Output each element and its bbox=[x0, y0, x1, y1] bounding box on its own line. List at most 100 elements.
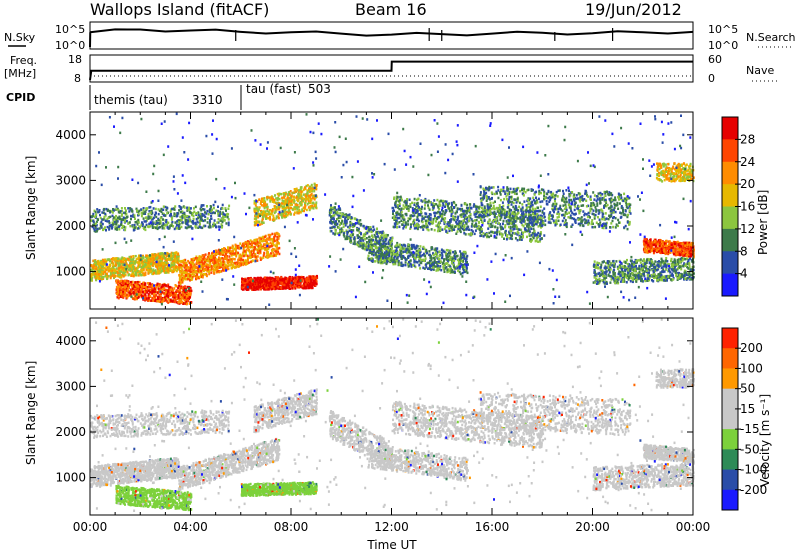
data-cell bbox=[296, 208, 299, 211]
data-cell bbox=[278, 252, 281, 256]
data-cell bbox=[344, 216, 347, 219]
data-cell bbox=[164, 219, 167, 222]
data-cell bbox=[164, 224, 167, 227]
data-cell bbox=[298, 280, 301, 284]
data-cell bbox=[275, 217, 278, 220]
data-cell bbox=[342, 225, 345, 229]
data-cell bbox=[259, 250, 262, 253]
data-cell bbox=[124, 228, 127, 232]
data-cell bbox=[154, 270, 157, 274]
data-cell bbox=[148, 222, 151, 226]
data-cell bbox=[179, 206, 182, 209]
data-cell bbox=[204, 258, 206, 261]
data-cell bbox=[364, 247, 367, 250]
data-cell bbox=[255, 216, 258, 220]
data-cell bbox=[106, 225, 109, 229]
data-cell bbox=[155, 265, 157, 268]
data-cell bbox=[112, 263, 115, 266]
data-cell bbox=[337, 226, 340, 229]
data-cell bbox=[126, 257, 129, 261]
data-cell bbox=[180, 206, 183, 209]
data-cell bbox=[210, 264, 213, 268]
data-cell bbox=[249, 280, 252, 283]
data-cell bbox=[254, 281, 257, 284]
data-cell bbox=[140, 282, 143, 286]
data-cell bbox=[282, 205, 284, 208]
data-cell bbox=[208, 219, 211, 222]
data-cell bbox=[165, 297, 168, 300]
data-cell bbox=[333, 208, 336, 212]
data-cell bbox=[463, 257, 466, 260]
data-cell bbox=[120, 219, 123, 223]
data-cell bbox=[169, 254, 172, 258]
data-cell bbox=[280, 276, 283, 279]
data-cell bbox=[127, 257, 130, 261]
data-cell bbox=[195, 271, 198, 275]
data-cell bbox=[132, 274, 135, 278]
data-cell bbox=[191, 275, 194, 279]
data-cell bbox=[210, 211, 212, 214]
data-cell bbox=[241, 244, 244, 248]
data-cell bbox=[300, 193, 303, 196]
cpid-mode-1-name: themis (tau) bbox=[94, 93, 168, 107]
data-cell bbox=[118, 270, 121, 273]
data-cell bbox=[300, 186, 303, 189]
data-cell bbox=[340, 227, 343, 230]
data-cell bbox=[270, 237, 273, 241]
data-cell bbox=[101, 262, 104, 266]
data-cell bbox=[169, 267, 172, 271]
data-cell bbox=[436, 250, 439, 254]
data-cell bbox=[172, 255, 175, 258]
data-cell bbox=[242, 262, 245, 266]
data-cell bbox=[274, 283, 277, 286]
data-cell bbox=[204, 273, 207, 276]
data-cell bbox=[285, 277, 288, 280]
data-cell bbox=[264, 276, 267, 279]
data-cell bbox=[218, 270, 221, 274]
data-cell bbox=[122, 216, 125, 219]
data-cell bbox=[286, 200, 289, 204]
freq-right-tick-bottom: 0 bbox=[708, 72, 715, 85]
data-cell bbox=[138, 284, 141, 287]
data-cell bbox=[288, 279, 291, 282]
data-cell bbox=[134, 260, 137, 263]
data-cell bbox=[394, 261, 397, 264]
data-cell bbox=[181, 210, 184, 213]
data-cell bbox=[231, 257, 234, 261]
data-cell bbox=[143, 211, 146, 214]
data-cell bbox=[161, 300, 164, 303]
data-cell bbox=[117, 210, 120, 214]
data-cell bbox=[331, 217, 334, 220]
data-cell bbox=[271, 285, 274, 288]
data-cell bbox=[307, 201, 310, 205]
data-cell bbox=[124, 260, 127, 263]
data-cell bbox=[253, 207, 256, 211]
data-cell bbox=[189, 263, 192, 267]
data-cell bbox=[242, 258, 244, 262]
data-cell bbox=[128, 283, 131, 287]
data-cell bbox=[259, 251, 262, 255]
data-cell bbox=[136, 297, 138, 301]
data-cell bbox=[287, 281, 290, 285]
data-cell bbox=[269, 285, 272, 289]
data-cell bbox=[235, 265, 237, 269]
data-cell bbox=[140, 294, 143, 298]
data-cell bbox=[259, 279, 261, 282]
data-cell bbox=[365, 231, 368, 235]
data-cell bbox=[186, 285, 189, 289]
data-cell bbox=[136, 269, 139, 272]
data-cell bbox=[147, 217, 150, 220]
data-cell bbox=[110, 224, 113, 228]
data-cell bbox=[238, 254, 241, 257]
data-cell bbox=[184, 226, 187, 229]
data-cell bbox=[177, 290, 180, 293]
data-cell bbox=[104, 270, 106, 274]
data-cell bbox=[150, 218, 153, 221]
data-cell bbox=[124, 289, 127, 292]
data-cell bbox=[362, 224, 365, 228]
data-cell bbox=[274, 278, 277, 281]
data-cell bbox=[133, 214, 136, 217]
data-cell bbox=[160, 300, 162, 304]
data-cell bbox=[186, 206, 189, 209]
data-cell bbox=[329, 226, 332, 230]
